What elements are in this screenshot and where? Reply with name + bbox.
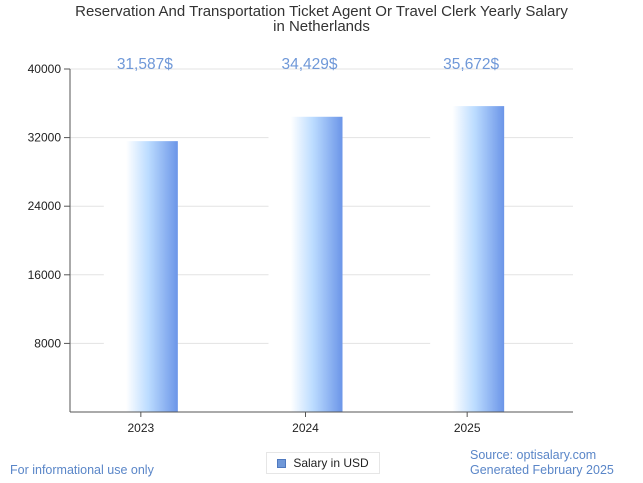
y-tick-label-40000: 40000 (28, 62, 62, 76)
axes (64, 68, 573, 417)
bars (103, 106, 505, 412)
bar-2025 (430, 106, 505, 412)
legend-label: Salary in USD (293, 456, 369, 470)
bar-2023 (103, 141, 178, 412)
y-tick-label-32000: 32000 (28, 131, 62, 145)
data-label-2025: 35,672$ (443, 56, 499, 73)
legend[interactable]: Salary in USD (266, 452, 380, 474)
data-label-2023: 31,587$ (117, 56, 173, 73)
x-tick-label-2024: 2024 (292, 421, 319, 435)
chart-title-line-1: Reservation And Transportation Ticket Ag… (75, 3, 568, 20)
data-label-2024: 34,429$ (281, 56, 337, 73)
x-tick-label-2025: 2025 (454, 421, 481, 435)
disclaimer-text: For informational use only (10, 463, 154, 477)
y-tick-label-24000: 24000 (28, 199, 62, 213)
labels: 8000 16000 24000 32000 40000 2023 31,587$ 2024 3… (28, 56, 500, 435)
chart-title: Reservation And Transportation Ticket Ag… (0, 4, 643, 34)
legend-swatch (277, 458, 287, 468)
bar-2024 (268, 116, 343, 412)
chart-title-line-2: in Netherlands (273, 18, 370, 35)
y-tick-label-16000: 16000 (28, 268, 62, 282)
generated-text: Generated February 2025 (470, 463, 614, 477)
y-tick-label-8000: 8000 (34, 336, 61, 350)
source-text: Source: optisalary.com (470, 448, 597, 462)
x-tick-label-2023: 2023 (127, 421, 154, 435)
